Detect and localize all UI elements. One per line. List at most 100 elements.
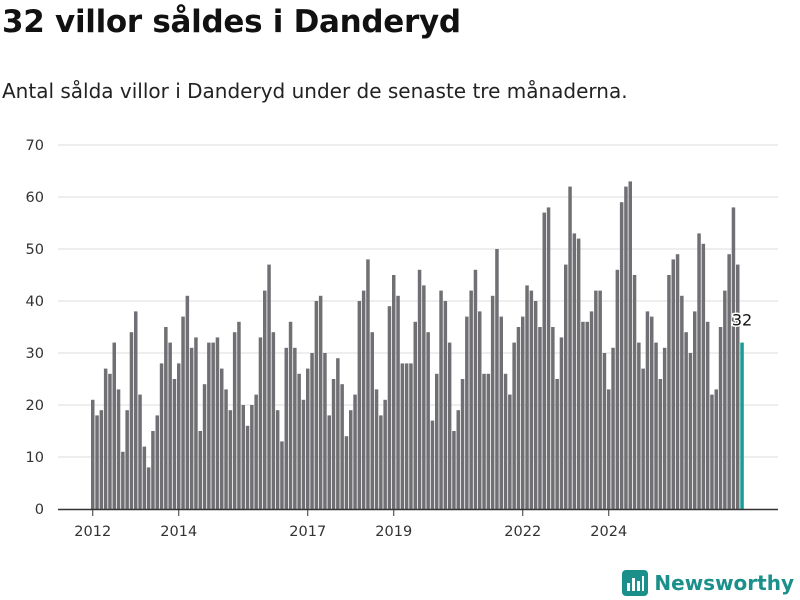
bar — [581, 321, 585, 509]
bar — [194, 337, 198, 509]
bar — [422, 285, 426, 509]
bar — [641, 368, 645, 509]
bar — [701, 243, 706, 510]
y-tick-label: 50 — [26, 242, 44, 258]
bar — [688, 353, 693, 509]
bar — [645, 311, 650, 509]
bar — [392, 275, 396, 509]
bar — [327, 415, 331, 509]
bar — [589, 311, 594, 509]
bar — [542, 212, 546, 509]
bar — [344, 436, 349, 509]
bar — [95, 415, 99, 509]
bar — [336, 358, 340, 509]
bar — [108, 373, 112, 509]
bar — [546, 207, 551, 509]
bar — [310, 353, 314, 509]
bar — [512, 342, 516, 509]
bar — [207, 342, 211, 509]
bar — [684, 332, 688, 509]
bar — [323, 353, 327, 509]
bar — [91, 399, 95, 509]
bar — [164, 327, 168, 509]
bar — [366, 259, 370, 509]
bar — [521, 316, 525, 509]
bar — [353, 394, 357, 509]
bar — [146, 467, 151, 509]
bar — [602, 353, 607, 509]
bar — [529, 290, 534, 509]
bar — [478, 311, 482, 509]
bar — [637, 342, 641, 509]
bar — [680, 295, 684, 509]
bar — [129, 332, 134, 509]
bar — [237, 321, 241, 509]
bar — [138, 394, 142, 509]
y-tick-label: 0 — [35, 502, 44, 518]
x-axis-ticks: 2012 2014 2017 2019 2022 2024 — [74, 510, 627, 540]
bar — [675, 254, 680, 509]
bar — [121, 451, 125, 509]
brand-name: Newsworthy — [654, 571, 794, 595]
bar — [370, 332, 374, 509]
bar — [551, 327, 555, 509]
bar — [340, 384, 344, 509]
brand-logo: Newsworthy — [622, 570, 794, 596]
bar — [409, 363, 413, 509]
bar — [667, 275, 671, 509]
bar — [224, 389, 228, 509]
bar — [142, 446, 147, 509]
bar — [482, 373, 486, 509]
bar — [314, 301, 319, 509]
bar — [250, 405, 254, 509]
bar — [718, 327, 723, 509]
bar — [155, 415, 159, 509]
bar — [379, 415, 383, 509]
bar — [125, 410, 129, 509]
bar — [693, 311, 697, 509]
bar — [607, 389, 611, 509]
bar — [632, 275, 637, 509]
bar — [189, 347, 194, 509]
bar — [486, 373, 491, 509]
bar — [435, 373, 439, 509]
bar — [727, 254, 731, 509]
bar — [611, 347, 615, 509]
bar — [396, 295, 400, 509]
bar — [439, 290, 443, 509]
bar — [185, 295, 190, 509]
bar — [576, 238, 581, 509]
bar — [430, 420, 435, 509]
bar — [271, 332, 276, 509]
bar — [452, 431, 456, 509]
bar — [508, 394, 512, 509]
bar — [650, 316, 654, 509]
bar — [598, 290, 602, 509]
y-tick-label: 60 — [26, 190, 44, 206]
bar — [723, 290, 727, 509]
bar — [181, 316, 185, 509]
bar — [404, 363, 409, 509]
bar — [533, 301, 538, 509]
bar — [417, 269, 422, 509]
bar — [568, 186, 572, 509]
bars — [91, 181, 744, 510]
bar — [331, 379, 336, 509]
x-tick-label: 2019 — [375, 524, 412, 540]
bar-highlight — [740, 342, 744, 509]
bar — [585, 321, 589, 509]
last-value-label: 32 — [732, 311, 752, 330]
bar — [361, 290, 366, 509]
bar — [134, 311, 138, 509]
bar — [443, 301, 448, 509]
x-tick-label: 2014 — [160, 524, 197, 540]
bar — [710, 394, 714, 509]
bar — [357, 301, 362, 509]
bar — [426, 332, 430, 509]
bar — [559, 337, 564, 509]
x-tick-label: 2017 — [289, 524, 326, 540]
bar — [211, 342, 215, 509]
bar — [731, 207, 736, 509]
bar — [628, 181, 632, 509]
bar — [469, 290, 473, 509]
